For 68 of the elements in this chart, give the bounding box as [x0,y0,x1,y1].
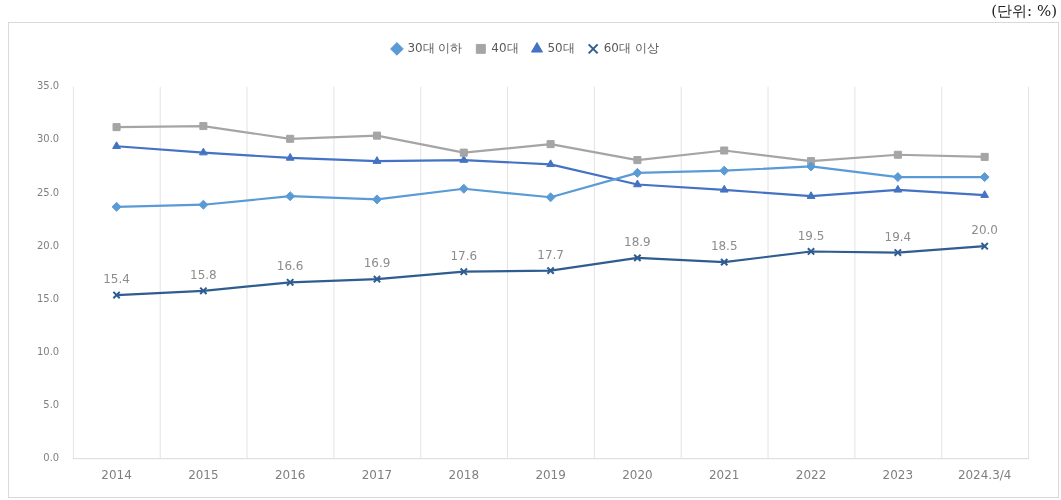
text: (단위: %) [991,1,1057,22]
x-tick-label: 2014 [101,468,132,482]
point [459,155,469,163]
point [372,156,382,164]
x-tick-label: 2021 [708,468,740,482]
data-label: 20.0 [971,223,998,238]
y-tick-label: 35.0 [36,80,60,92]
point [546,266,555,275]
point [198,147,208,156]
x-tick-label: 2020 [622,468,653,482]
point [633,179,642,188]
legend-label: 30대 이하 [407,41,463,55]
point [372,274,382,284]
point [633,156,642,165]
point [893,150,902,159]
point [199,122,208,131]
x-tick-label: 2017 [361,468,393,482]
point [632,167,643,178]
y-tick-label: 25.0 [36,186,60,198]
legend-label: 40대 [491,41,519,55]
data-label: 17.6 [450,248,478,263]
point [546,159,555,168]
point [720,257,729,267]
data-label: 16.6 [276,259,304,274]
x-tick-label: 2019 [535,468,566,482]
y-tick-label: 15.0 [36,292,60,304]
y-tick-label: 20.0 [36,239,60,251]
point [719,165,730,176]
legend-label: 50대 [547,41,575,55]
point [806,161,817,172]
point [112,123,121,132]
point [980,190,990,198]
data-label: 18.9 [624,235,651,250]
x-tick-label: 2018 [448,468,480,482]
x-tick-label: 2023 [882,468,914,482]
point [980,152,989,161]
data-label: 19.5 [797,228,825,243]
point [112,141,121,149]
point [719,184,729,193]
point [285,191,296,202]
point [286,134,295,143]
data-label: 17.7 [537,247,564,262]
data-label: 16.9 [363,256,391,271]
point [372,131,382,140]
point [720,146,729,155]
point [893,184,903,193]
y-tick-label: 5.0 [43,399,60,411]
data-label: 18.5 [710,239,738,254]
x-tick-label: 2015 [188,468,219,482]
point [111,201,122,212]
x-tick-label: 2022 [795,468,827,482]
data-label: 15.8 [190,268,217,282]
point [459,148,468,157]
x-tick-label: 2024.3/4 [957,468,1012,482]
y-tick-label: 0.0 [43,452,60,464]
y-tick-label: 30.0 [36,133,60,145]
y-tick-label: 10.0 [36,346,60,358]
point [892,172,903,183]
point [285,152,295,161]
data-label: 19.4 [884,229,912,244]
point [458,183,469,194]
x-tick-label: 2016 [274,468,306,482]
point [806,191,816,199]
data-label: 15.4 [103,272,130,287]
point [545,192,556,203]
point [546,140,555,149]
legend-label: 60대 이상 [603,41,659,55]
point [198,199,209,210]
